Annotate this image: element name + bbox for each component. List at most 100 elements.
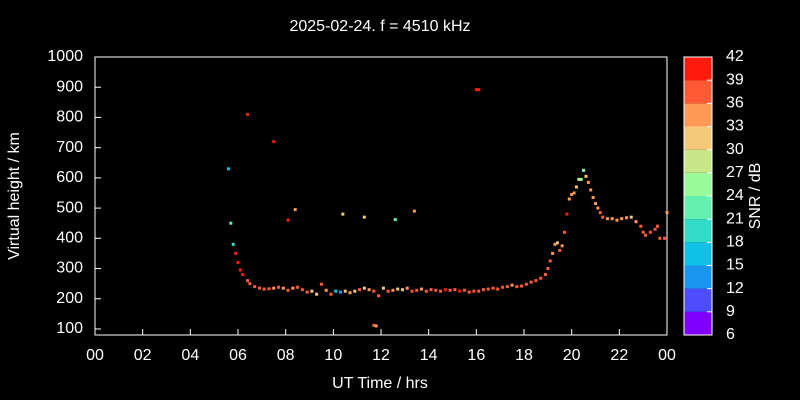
point bbox=[594, 202, 597, 206]
point bbox=[481, 288, 485, 292]
colorbar-band bbox=[684, 219, 712, 243]
colorbar-tick-label: 18 bbox=[726, 234, 744, 251]
point bbox=[377, 294, 381, 298]
point bbox=[234, 251, 238, 255]
point bbox=[584, 174, 588, 178]
point bbox=[663, 236, 667, 240]
point bbox=[277, 285, 281, 289]
y-tick-label: 300 bbox=[56, 260, 83, 277]
y-tick-label: 700 bbox=[56, 139, 83, 156]
point bbox=[563, 230, 567, 234]
point bbox=[241, 273, 245, 277]
point bbox=[439, 289, 443, 293]
point bbox=[653, 227, 657, 231]
colorbar-tick-label: 12 bbox=[726, 280, 744, 297]
colorbar-band bbox=[684, 126, 712, 150]
point bbox=[565, 212, 569, 216]
point bbox=[291, 286, 295, 290]
x-tick-label: 02 bbox=[134, 347, 152, 364]
point bbox=[229, 221, 233, 225]
point bbox=[324, 288, 328, 292]
point bbox=[605, 217, 609, 221]
x-tick-label: 00 bbox=[658, 347, 676, 364]
point bbox=[338, 290, 342, 294]
colorbar-tick-label: 15 bbox=[726, 257, 744, 274]
point bbox=[315, 292, 319, 296]
point bbox=[341, 212, 345, 216]
point bbox=[257, 286, 261, 290]
point bbox=[372, 289, 376, 293]
point bbox=[415, 288, 419, 292]
colorbar-tick-label: 30 bbox=[726, 141, 744, 158]
point bbox=[248, 282, 252, 286]
colorbar-band bbox=[684, 103, 712, 127]
point bbox=[572, 191, 576, 195]
point bbox=[477, 289, 481, 293]
point bbox=[665, 211, 669, 215]
point bbox=[577, 177, 581, 181]
point bbox=[491, 286, 495, 290]
point bbox=[362, 215, 366, 219]
point bbox=[358, 288, 362, 292]
point bbox=[655, 224, 659, 228]
y-tick-label: 400 bbox=[56, 230, 83, 247]
point bbox=[579, 177, 583, 181]
point bbox=[310, 289, 314, 293]
point bbox=[272, 140, 276, 144]
point bbox=[570, 192, 574, 196]
point bbox=[334, 289, 338, 293]
x-axis-label: UT Time / hrs bbox=[332, 375, 428, 392]
point bbox=[267, 287, 271, 291]
point bbox=[486, 287, 490, 291]
point bbox=[546, 267, 550, 271]
point bbox=[505, 285, 509, 289]
colorbar-tick-label: 9 bbox=[726, 303, 735, 320]
colorbar-tick-label: 21 bbox=[726, 210, 744, 227]
point bbox=[529, 280, 533, 284]
point bbox=[591, 196, 595, 200]
point bbox=[543, 273, 547, 277]
colorbar-band bbox=[684, 196, 712, 220]
point bbox=[412, 209, 416, 213]
point bbox=[629, 215, 633, 219]
y-tick-label: 900 bbox=[56, 78, 83, 95]
colorbar-band bbox=[684, 265, 712, 289]
point bbox=[558, 248, 562, 252]
y-tick-label: 100 bbox=[56, 320, 83, 337]
point bbox=[648, 230, 652, 234]
point bbox=[343, 289, 347, 293]
point bbox=[319, 282, 323, 286]
point bbox=[586, 180, 590, 184]
point bbox=[589, 188, 593, 192]
point bbox=[305, 290, 309, 294]
y-tick-label: 600 bbox=[56, 169, 83, 186]
point bbox=[262, 287, 266, 291]
colorbar-tick-label: 36 bbox=[726, 95, 744, 112]
colorbar-band bbox=[684, 242, 712, 266]
point bbox=[329, 292, 333, 296]
point bbox=[560, 244, 564, 248]
point bbox=[582, 168, 586, 172]
point bbox=[534, 279, 538, 283]
y-tick-label: 800 bbox=[56, 109, 83, 126]
point bbox=[246, 279, 250, 283]
point bbox=[405, 286, 409, 290]
point bbox=[539, 276, 543, 280]
x-tick-label: 10 bbox=[324, 347, 342, 364]
point bbox=[472, 289, 476, 293]
point bbox=[236, 260, 240, 264]
point bbox=[400, 288, 404, 292]
colorbar-tick-label: 42 bbox=[726, 48, 744, 65]
point bbox=[281, 286, 285, 290]
point bbox=[348, 291, 352, 295]
point bbox=[453, 288, 457, 292]
point bbox=[524, 282, 528, 286]
x-tick-label: 22 bbox=[610, 347, 628, 364]
x-tick-label: 04 bbox=[181, 347, 199, 364]
colorbar-band bbox=[684, 172, 712, 196]
point bbox=[231, 242, 235, 246]
point bbox=[286, 218, 290, 222]
point bbox=[462, 288, 466, 292]
